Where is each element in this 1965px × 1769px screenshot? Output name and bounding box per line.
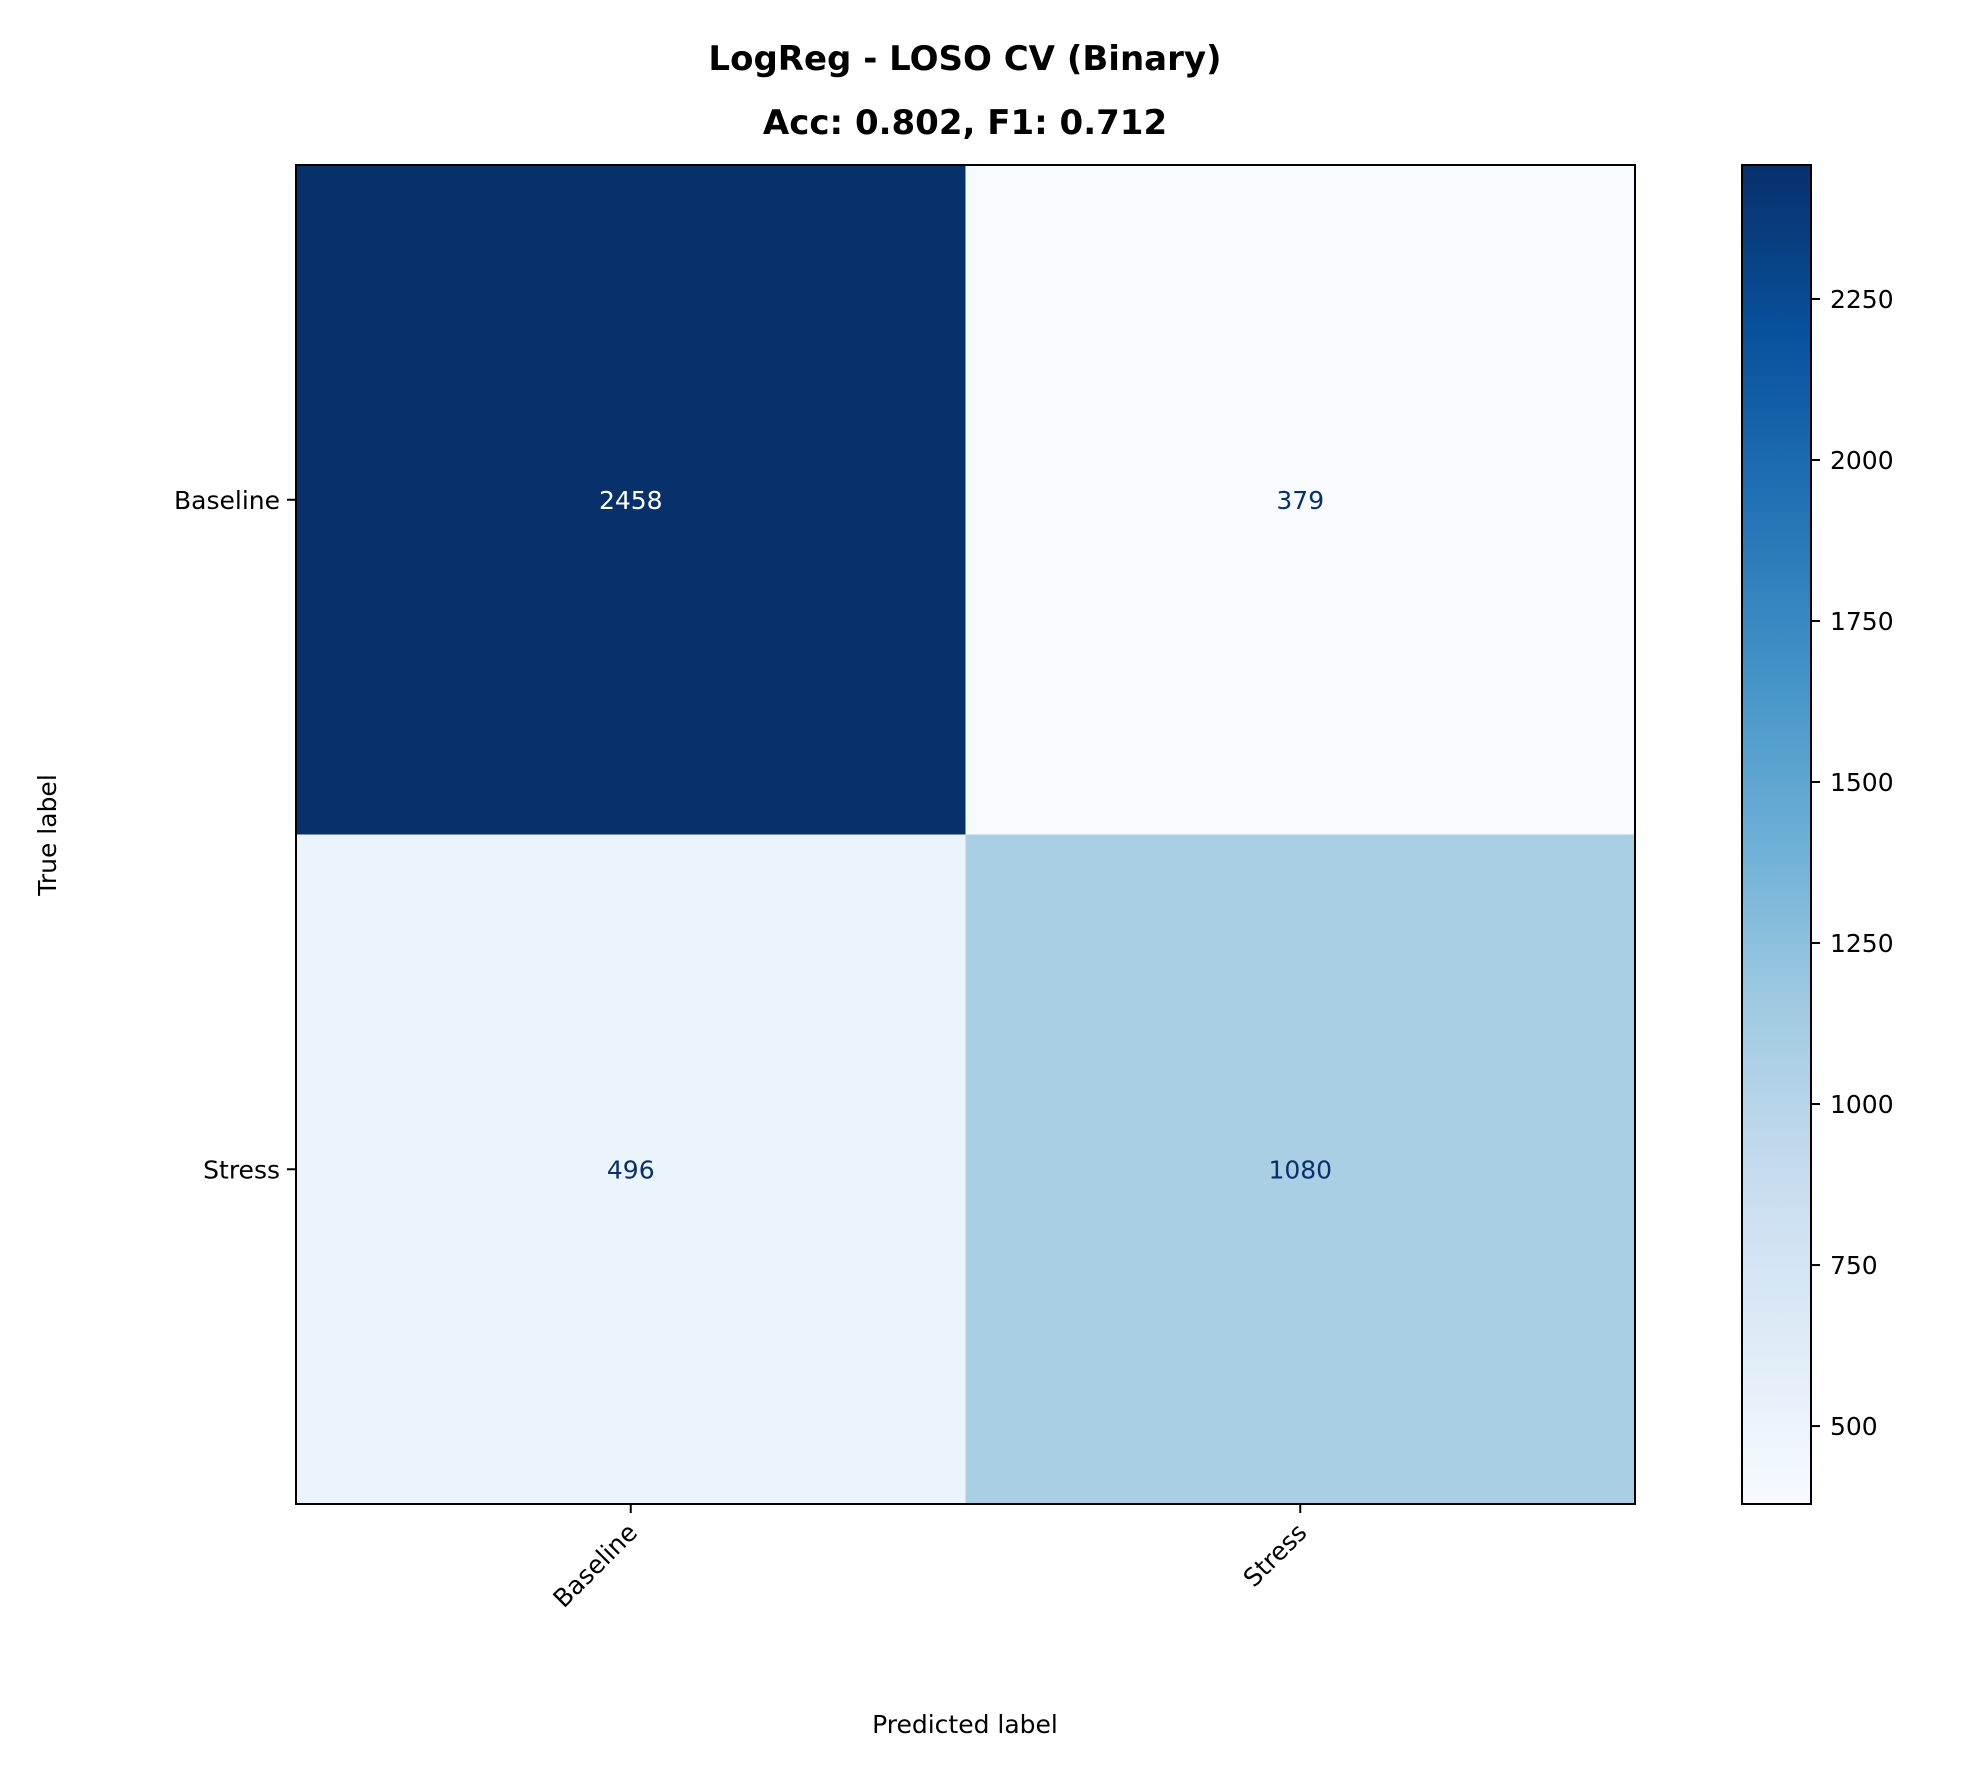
colorbar-tick-label: 1500 xyxy=(1830,768,1894,797)
matrix-cell xyxy=(296,834,966,1505)
matrix-cell xyxy=(296,165,966,835)
x-tick-label: Baseline xyxy=(548,1518,643,1613)
colorbar xyxy=(1741,164,1812,1505)
matrix-cell xyxy=(965,834,1636,1505)
matrix-cells: 2458 379 496 1080 xyxy=(296,165,1636,1505)
cell-value-label: 496 xyxy=(607,1155,655,1184)
cell-value-label: 2458 xyxy=(599,486,663,515)
chart-subtitle: Acc: 0.802, F1: 0.712 xyxy=(763,103,1167,143)
y-tick-label: Baseline xyxy=(174,486,280,515)
colorbar-tick-label: 2250 xyxy=(1830,285,1894,314)
matrix-cell xyxy=(965,165,1636,835)
y-tick-label: Stress xyxy=(203,1155,280,1184)
colorbar-tick-label: 1750 xyxy=(1830,607,1894,636)
colorbar-tick-label: 1250 xyxy=(1830,929,1894,958)
cell-value-label: 1080 xyxy=(1268,1155,1332,1184)
colorbar-tick-label: 750 xyxy=(1830,1251,1878,1280)
axes-frame xyxy=(295,164,1636,1505)
colorbar-tick-label: 2000 xyxy=(1830,446,1894,475)
y-axis-label: True label xyxy=(33,774,62,897)
x-tick-label: Stress xyxy=(1238,1518,1313,1593)
x-axis-label: Predicted label xyxy=(872,1710,1058,1739)
cell-value-label: 379 xyxy=(1276,486,1324,515)
colorbar-tick-label: 500 xyxy=(1830,1412,1878,1441)
colorbar-tick-label: 1000 xyxy=(1830,1090,1894,1119)
chart-title: LogReg - LOSO CV (Binary) xyxy=(708,39,1221,79)
colorbar-ticks: 500 750 1000 1250 1500 1750 2000 2250 xyxy=(1811,285,1894,1441)
